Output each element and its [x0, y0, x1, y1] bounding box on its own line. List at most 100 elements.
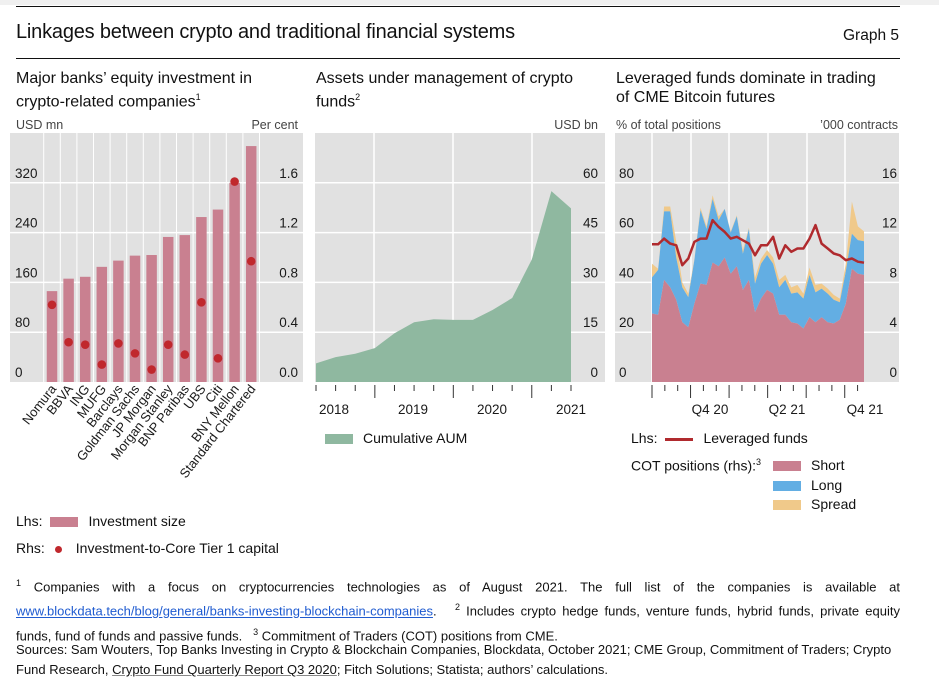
- footnote-3-mark: 3: [253, 626, 259, 637]
- panel3-ytick-right: 12: [882, 216, 897, 231]
- tier1-ratio-dot: [147, 365, 156, 374]
- panel1-ytick-left: 0: [15, 365, 23, 380]
- panel1-ytick-left: 80: [15, 315, 30, 330]
- panel1-ytick-right: 1.2: [279, 216, 298, 231]
- sources: Sources: Sam Wouters, Top Banks Investin…: [16, 640, 900, 680]
- panel3-title-line2: of CME Bitcoin futures: [616, 89, 776, 106]
- footnote-1-end: .: [432, 603, 437, 619]
- legend-label: Investment size: [88, 513, 186, 529]
- panel1-unit-left: USD mn: [16, 118, 64, 132]
- panel2-xlabel: 2018: [319, 402, 349, 417]
- footnote-3-text: Commitment of Traders (COT) positions fr…: [261, 627, 558, 643]
- tier1-ratio-dot: [230, 177, 239, 186]
- panel3-xlabel: Q4 21: [847, 402, 884, 417]
- footnote-2-mark: 2: [454, 602, 460, 613]
- top-border: [0, 0, 939, 5]
- tier1-ratio-dot: [47, 300, 57, 310]
- leveraged-funds-line: [652, 218, 865, 267]
- panel1-title: Major banks’ equity investment in crypto…: [16, 69, 306, 111]
- panel2-ytick: 60: [583, 166, 598, 181]
- legend-label: Long: [811, 477, 843, 493]
- legend-label: Spread: [811, 496, 857, 512]
- tier1-ratio-dot: [114, 339, 123, 348]
- panel3-xlabel: Q4 20: [692, 402, 729, 417]
- footnote-ref-2: 2: [355, 92, 361, 102]
- panel3-ytick-right: 16: [882, 166, 897, 181]
- header-bottom-rule: [16, 58, 900, 59]
- panel2-legend: Cumulative AUM: [325, 430, 467, 446]
- panel3-ytick-left: 60: [619, 216, 634, 231]
- legend-label: Cumulative AUM: [363, 430, 468, 446]
- panel2-ytick: 15: [583, 315, 598, 330]
- crypto-fund-report-link[interactable]: Crypto Fund Quarterly Report Q3 2020: [112, 662, 337, 677]
- panel2-ytick: 30: [583, 265, 598, 280]
- investment-bar: [229, 182, 240, 382]
- tier1-ratio-dot: [213, 354, 223, 363]
- tier1-ratio-dot: [180, 350, 190, 359]
- panel1-title-line1: Major banks’ equity investment in: [16, 70, 252, 87]
- panel1-legend-lhs: Lhs: Investment size: [16, 513, 186, 529]
- footnote-ref-1: 1: [195, 92, 201, 102]
- panel2-xlabel: 2021: [556, 402, 586, 417]
- panel1-ytick-left: 240: [15, 216, 38, 231]
- panel1-ytick-right: 0.4: [279, 315, 298, 330]
- panel3-unit-left: % of total positions: [616, 118, 721, 132]
- legend-prefix: COT positions (rhs):: [631, 457, 756, 474]
- line-swatch-icon: [665, 437, 694, 441]
- page-title: Linkages between crypto and traditional …: [16, 21, 515, 43]
- legend-prefix: Rhs:: [16, 540, 45, 556]
- spread-area: [652, 195, 864, 303]
- panel2-xlabel: 2019: [398, 402, 428, 417]
- tier1-ratio-dot: [197, 298, 206, 307]
- short-area: [652, 257, 864, 382]
- panel1-ytick-right: 1.6: [279, 166, 298, 181]
- investment-bar: [129, 255, 141, 382]
- panel2-ytick: 0: [590, 365, 598, 380]
- tier1-ratio-dot: [246, 256, 256, 266]
- panel3-ytick-left: 0: [619, 365, 627, 380]
- header-top-rule: [16, 6, 900, 7]
- panel2-xlabel: 2020: [477, 402, 507, 417]
- investment-bar: [96, 266, 108, 382]
- panel3-legend-spread: Spread: [773, 496, 856, 512]
- panel2-ytick: 45: [583, 216, 598, 231]
- panel3-ytick-right: 4: [889, 315, 897, 330]
- sources-text-end: ; Fitch Solutions; Statista; authors’ ca…: [336, 662, 609, 677]
- footnotes: 1 Companies with a focus on cryptocurren…: [16, 573, 900, 646]
- tier1-ratio-dot: [80, 340, 90, 349]
- tier1-ratio-dot: [163, 340, 173, 349]
- investment-bar: [46, 291, 58, 382]
- tier1-ratio-dot: [130, 349, 140, 358]
- panel1-ytick-right: 0.0: [279, 365, 298, 380]
- spread-swatch-icon: [773, 500, 801, 511]
- investment-bar: [212, 209, 224, 382]
- panel3-ytick-right: 8: [889, 265, 897, 280]
- blockdata-link[interactable]: www.blockdata.tech/blog/general/banks-in…: [16, 603, 433, 619]
- investment-bar: [146, 255, 157, 382]
- legend-label: Short: [811, 457, 845, 473]
- panel2-title-line1: Assets under management of crypto: [316, 70, 574, 87]
- tier1-ratio-dot: [97, 360, 107, 369]
- panel1-ytick-left: 320: [15, 166, 38, 181]
- panel1-unit-right: Per cent: [251, 118, 298, 132]
- panel3-ytick-left: 40: [619, 265, 634, 280]
- long-swatch-icon: [773, 481, 801, 492]
- panel3-ytick-left: 80: [619, 166, 634, 181]
- panel1-legend-rhs: Rhs: Investment-to-Core Tier 1 capital: [16, 540, 279, 556]
- panel1-ytick-right: 0.8: [279, 265, 298, 280]
- panel3-xlabel: Q2 21: [769, 402, 806, 417]
- bar-swatch-icon: [50, 517, 79, 528]
- panel3-ytick-right: 0: [889, 365, 897, 380]
- legend-label: Investment-to-Core Tier 1 capital: [75, 540, 279, 556]
- panel2-unit-right: USD bn: [554, 118, 598, 132]
- panel3-legend-long: Long: [773, 477, 842, 493]
- area-swatch-icon: [325, 434, 353, 445]
- panel3-legend-lhs: Lhs: Leveraged funds: [631, 430, 808, 446]
- long-area: [652, 199, 864, 329]
- footnote-1-text: Companies with a focus on cryptocurrenci…: [33, 579, 900, 595]
- legend-prefix: Lhs:: [16, 513, 43, 529]
- panel3-legend-short: Short: [773, 457, 844, 473]
- legend-label: Leveraged funds: [703, 430, 808, 446]
- footnote-2-text: Includes crypto hedge funds, venture fun…: [16, 603, 900, 643]
